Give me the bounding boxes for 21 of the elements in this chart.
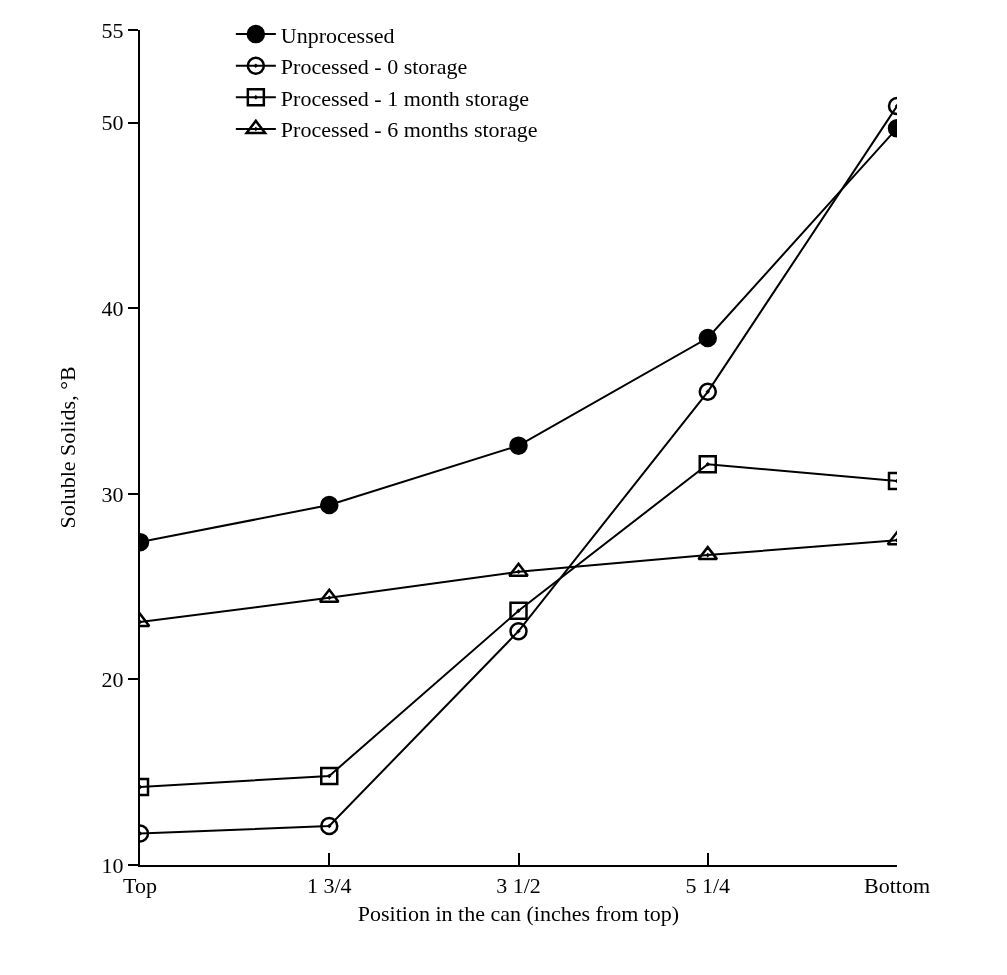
y-tick-label: 50 [101, 110, 124, 136]
legend-label: Processed - 6 months storage [280, 117, 538, 143]
legend-label: Processed - 0 storage [280, 54, 468, 80]
x-tick-label: 3 1/2 [496, 873, 541, 899]
x-tick-label: 1 3/4 [306, 873, 352, 899]
point [508, 562, 529, 578]
y-tick-label: 55 [101, 17, 124, 43]
x-tick-label: 5 1/4 [685, 873, 731, 899]
x-tick-label: Top [123, 873, 157, 899]
x-axis-title: Position in the can (inches from top) [357, 900, 680, 926]
legend-label: Unprocessed [280, 22, 395, 48]
x-tick-label: Bottom [863, 873, 931, 899]
y-tick-label: 10 [101, 852, 124, 878]
y-tick-label: 40 [101, 296, 124, 322]
point [509, 436, 528, 455]
y-tick-label: 30 [101, 481, 124, 507]
point [509, 621, 528, 641]
y-tick-label: 20 [101, 667, 124, 693]
legend-label: Processed - 1 month storage [280, 85, 529, 111]
y-axis-title: Soluble Solids, °B [54, 366, 80, 529]
point [509, 601, 528, 621]
